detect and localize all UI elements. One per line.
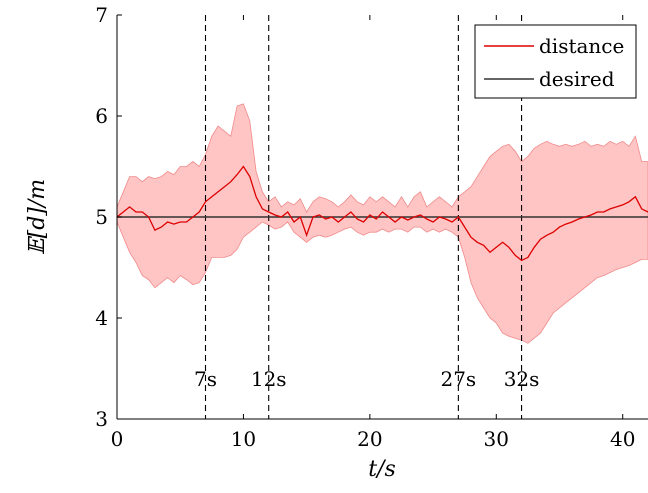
x-tick-label: 10 <box>231 427 256 451</box>
distance-series-line <box>117 165 648 262</box>
x-tick-label: 40 <box>610 427 635 451</box>
y-tick-label: 3 <box>95 407 108 431</box>
x-tick-label: 20 <box>357 427 382 451</box>
event-marker-label: 27s <box>440 367 476 391</box>
legend-label-desired: desired <box>539 67 615 91</box>
distance-confidence-band <box>117 103 648 344</box>
x-tick-label: 30 <box>484 427 509 451</box>
y-tick-label: 7 <box>95 3 108 27</box>
axes: 0 10 20 30 40 3 4 5 6 7 <box>95 3 648 451</box>
y-tick-label: 4 <box>95 306 108 330</box>
x-axis-label: t/s <box>368 457 396 482</box>
y-tick-label: 5 <box>95 205 108 229</box>
legend-box <box>474 24 637 99</box>
y-axis-label: 𝔼[d]/m <box>25 179 50 255</box>
legend-label-distance: distance <box>539 34 624 58</box>
event-marker-label: 7s <box>194 367 217 391</box>
event-marker-label: 12s <box>251 367 287 391</box>
event-marker-label: 32s <box>504 367 540 391</box>
legend: distance desired <box>474 24 637 99</box>
y-tick-label: 6 <box>95 104 108 128</box>
x-tick-label: 0 <box>111 427 124 451</box>
